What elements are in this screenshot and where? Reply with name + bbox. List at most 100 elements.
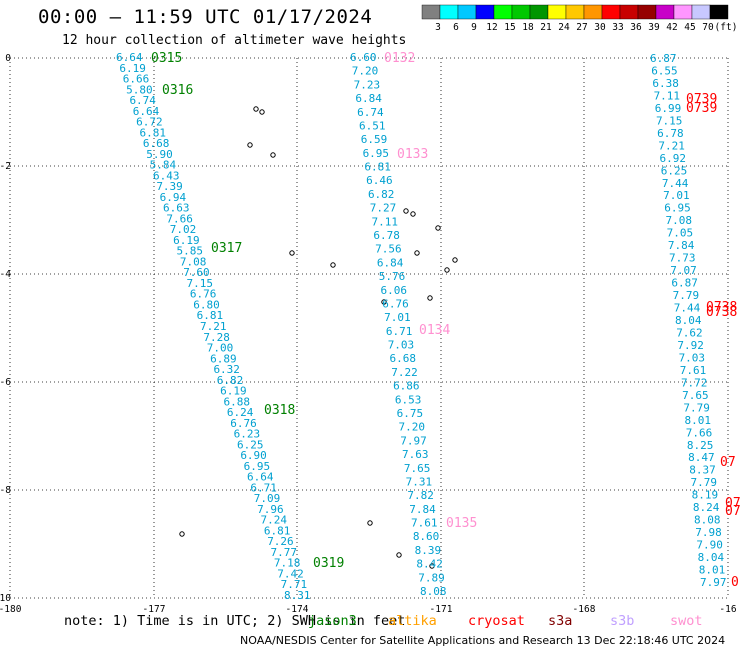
island-outline (429, 563, 435, 569)
wave-height-label: 7.07 (670, 264, 697, 277)
wave-height-label: 6.78 (373, 229, 400, 242)
track-cryosat: 6.876.556.387.116.997.156.787.216.926.25… (650, 52, 727, 589)
colorbar-label: (ft) (715, 22, 738, 33)
colorbar-swatch (421, 4, 441, 20)
wave-height-label: 6.95 (664, 202, 691, 215)
wave-height-label: 6.68 (389, 352, 416, 365)
wave-height-label: 6.06 (381, 284, 408, 297)
wave-height-label: 5.90 (146, 148, 173, 161)
wave-height-label: 6.25 (661, 164, 688, 177)
x-tick-label: -16 (719, 604, 736, 615)
island-outline (410, 211, 416, 217)
wave-height-label: 6.84 (377, 256, 404, 269)
wave-height-label: 7.73 (669, 252, 696, 265)
wave-height-label: 7.66 (166, 212, 193, 225)
wave-height-label: 6.81 (364, 161, 391, 174)
wave-height-label: 7.08 (180, 255, 207, 268)
island-outline (414, 250, 420, 256)
x-tick-label: -171 (430, 604, 453, 615)
pass-time-label: 0738 (706, 300, 737, 315)
wave-height-label: 7.31 (406, 475, 433, 488)
pass-time-label: 0 (731, 575, 739, 590)
island-outline (179, 531, 185, 537)
pass-time-label: 0135 (446, 516, 477, 531)
wave-height-label: 7.01 (663, 189, 690, 202)
pass-time-label: 0739 (686, 92, 717, 107)
island-outline (253, 106, 259, 112)
wave-height-label: 6.76 (190, 288, 217, 301)
wave-height-label: 7.65 (404, 462, 431, 475)
map-grid: -180 -177 -174 -171 -168 -16 0 -2 -4 -6 -8 -10 (0, 53, 737, 615)
wave-height-label: 6.64 (247, 471, 274, 484)
wave-height-label: 7.62 (676, 326, 703, 339)
wave-height-label: 7.09 (254, 492, 281, 505)
satellite-legend-altika: altika (388, 613, 437, 629)
island-outline (403, 208, 409, 214)
colorbar-swatch (511, 4, 531, 20)
pass-time-label: 07 (720, 455, 736, 470)
wave-height-label: 8.04 (675, 314, 702, 327)
wave-height-label: 7.15 (187, 277, 214, 290)
colorbar-label: 15 (504, 22, 515, 33)
x-tick-label: -174 (286, 604, 309, 615)
pass-time-label: 0317 (211, 241, 242, 256)
satellite-legend-cryosat: cryosat (468, 613, 525, 629)
page-subtitle: 12 hour collection of altimeter wave hei… (62, 33, 407, 48)
wave-height-label: 6.25 (237, 438, 264, 451)
wave-height-label: 6.72 (136, 116, 163, 129)
wave-height-tracks: 6.646.196.665.806.746.646.726.816.685.90… (116, 51, 727, 602)
colorbar-label: 30 (594, 22, 606, 33)
wave-height-label: 7.00 (207, 342, 234, 355)
wave-height-label: 7.97 (700, 576, 727, 589)
wave-height-label: 7.20 (398, 421, 425, 434)
wave-height-label: 6.87 (671, 277, 698, 290)
pass-time-label: 0739 (686, 101, 717, 116)
pass-time-label: 0319 (313, 556, 344, 571)
wave-height-label: 7.24 (260, 514, 287, 527)
wave-height-label: 6.94 (160, 191, 187, 204)
wave-height-label: 6.78 (657, 127, 684, 140)
island-outline (247, 142, 253, 148)
wave-height-label: 8.24 (693, 501, 720, 514)
wave-height-label: 7.15 (656, 114, 683, 127)
colorbar-swatch (493, 4, 513, 20)
wave-height-label: 6.19 (220, 385, 247, 398)
island-outline (289, 250, 295, 256)
wave-height-label: 7.72 (681, 376, 708, 389)
wave-height-label: 7.96 (257, 503, 284, 516)
island-outlines (179, 106, 458, 569)
wave-height-label: 6.38 (652, 77, 679, 90)
wave-height-label: 7.77 (271, 546, 298, 559)
wave-height-label: 7.71 (281, 578, 308, 591)
pass-time-label: 07 (725, 496, 740, 511)
y-tick-label: -6 (0, 377, 11, 388)
wave-height-label: 6.88 (224, 395, 251, 408)
colorbar-label: 33 (612, 22, 623, 33)
wave-height-label: 7.28 (203, 331, 230, 344)
colorbar-swatch (457, 4, 477, 20)
wave-height-label: 6.74 (357, 106, 384, 119)
wave-height-label: 7.18 (274, 557, 301, 570)
colorbar-swatch (529, 4, 549, 20)
wave-height-label: 6.32 (213, 363, 240, 376)
wave-height-label: 6.86 (393, 380, 420, 393)
wave-height-label: 7.61 (680, 364, 707, 377)
pass-time-label: 0133 (397, 147, 428, 162)
pass-time-label: 0738 (706, 305, 737, 320)
wave-height-label: 5.80 (126, 83, 153, 96)
wave-height-label: 5.85 (176, 245, 203, 258)
pass-time-label: 0316 (162, 83, 193, 98)
wave-height-label: 7.79 (673, 289, 700, 302)
wave-height-label: 7.92 (677, 339, 704, 352)
colorbar-swatch (709, 4, 729, 20)
wave-height-label: 7.11 (372, 215, 399, 228)
wave-height-label: 7.79 (690, 476, 717, 489)
wave-height-label: 7.89 (418, 571, 445, 584)
wave-height-label: 6.81 (197, 309, 224, 322)
colorbar-swatch (673, 4, 693, 20)
pass-time-label: 0132 (384, 51, 415, 66)
colorbar-swatch (655, 4, 675, 20)
wave-height-label: 7.56 (375, 243, 402, 256)
colorbar-label: 45 (684, 22, 695, 33)
wave-height-label: 6.24 (227, 406, 254, 419)
